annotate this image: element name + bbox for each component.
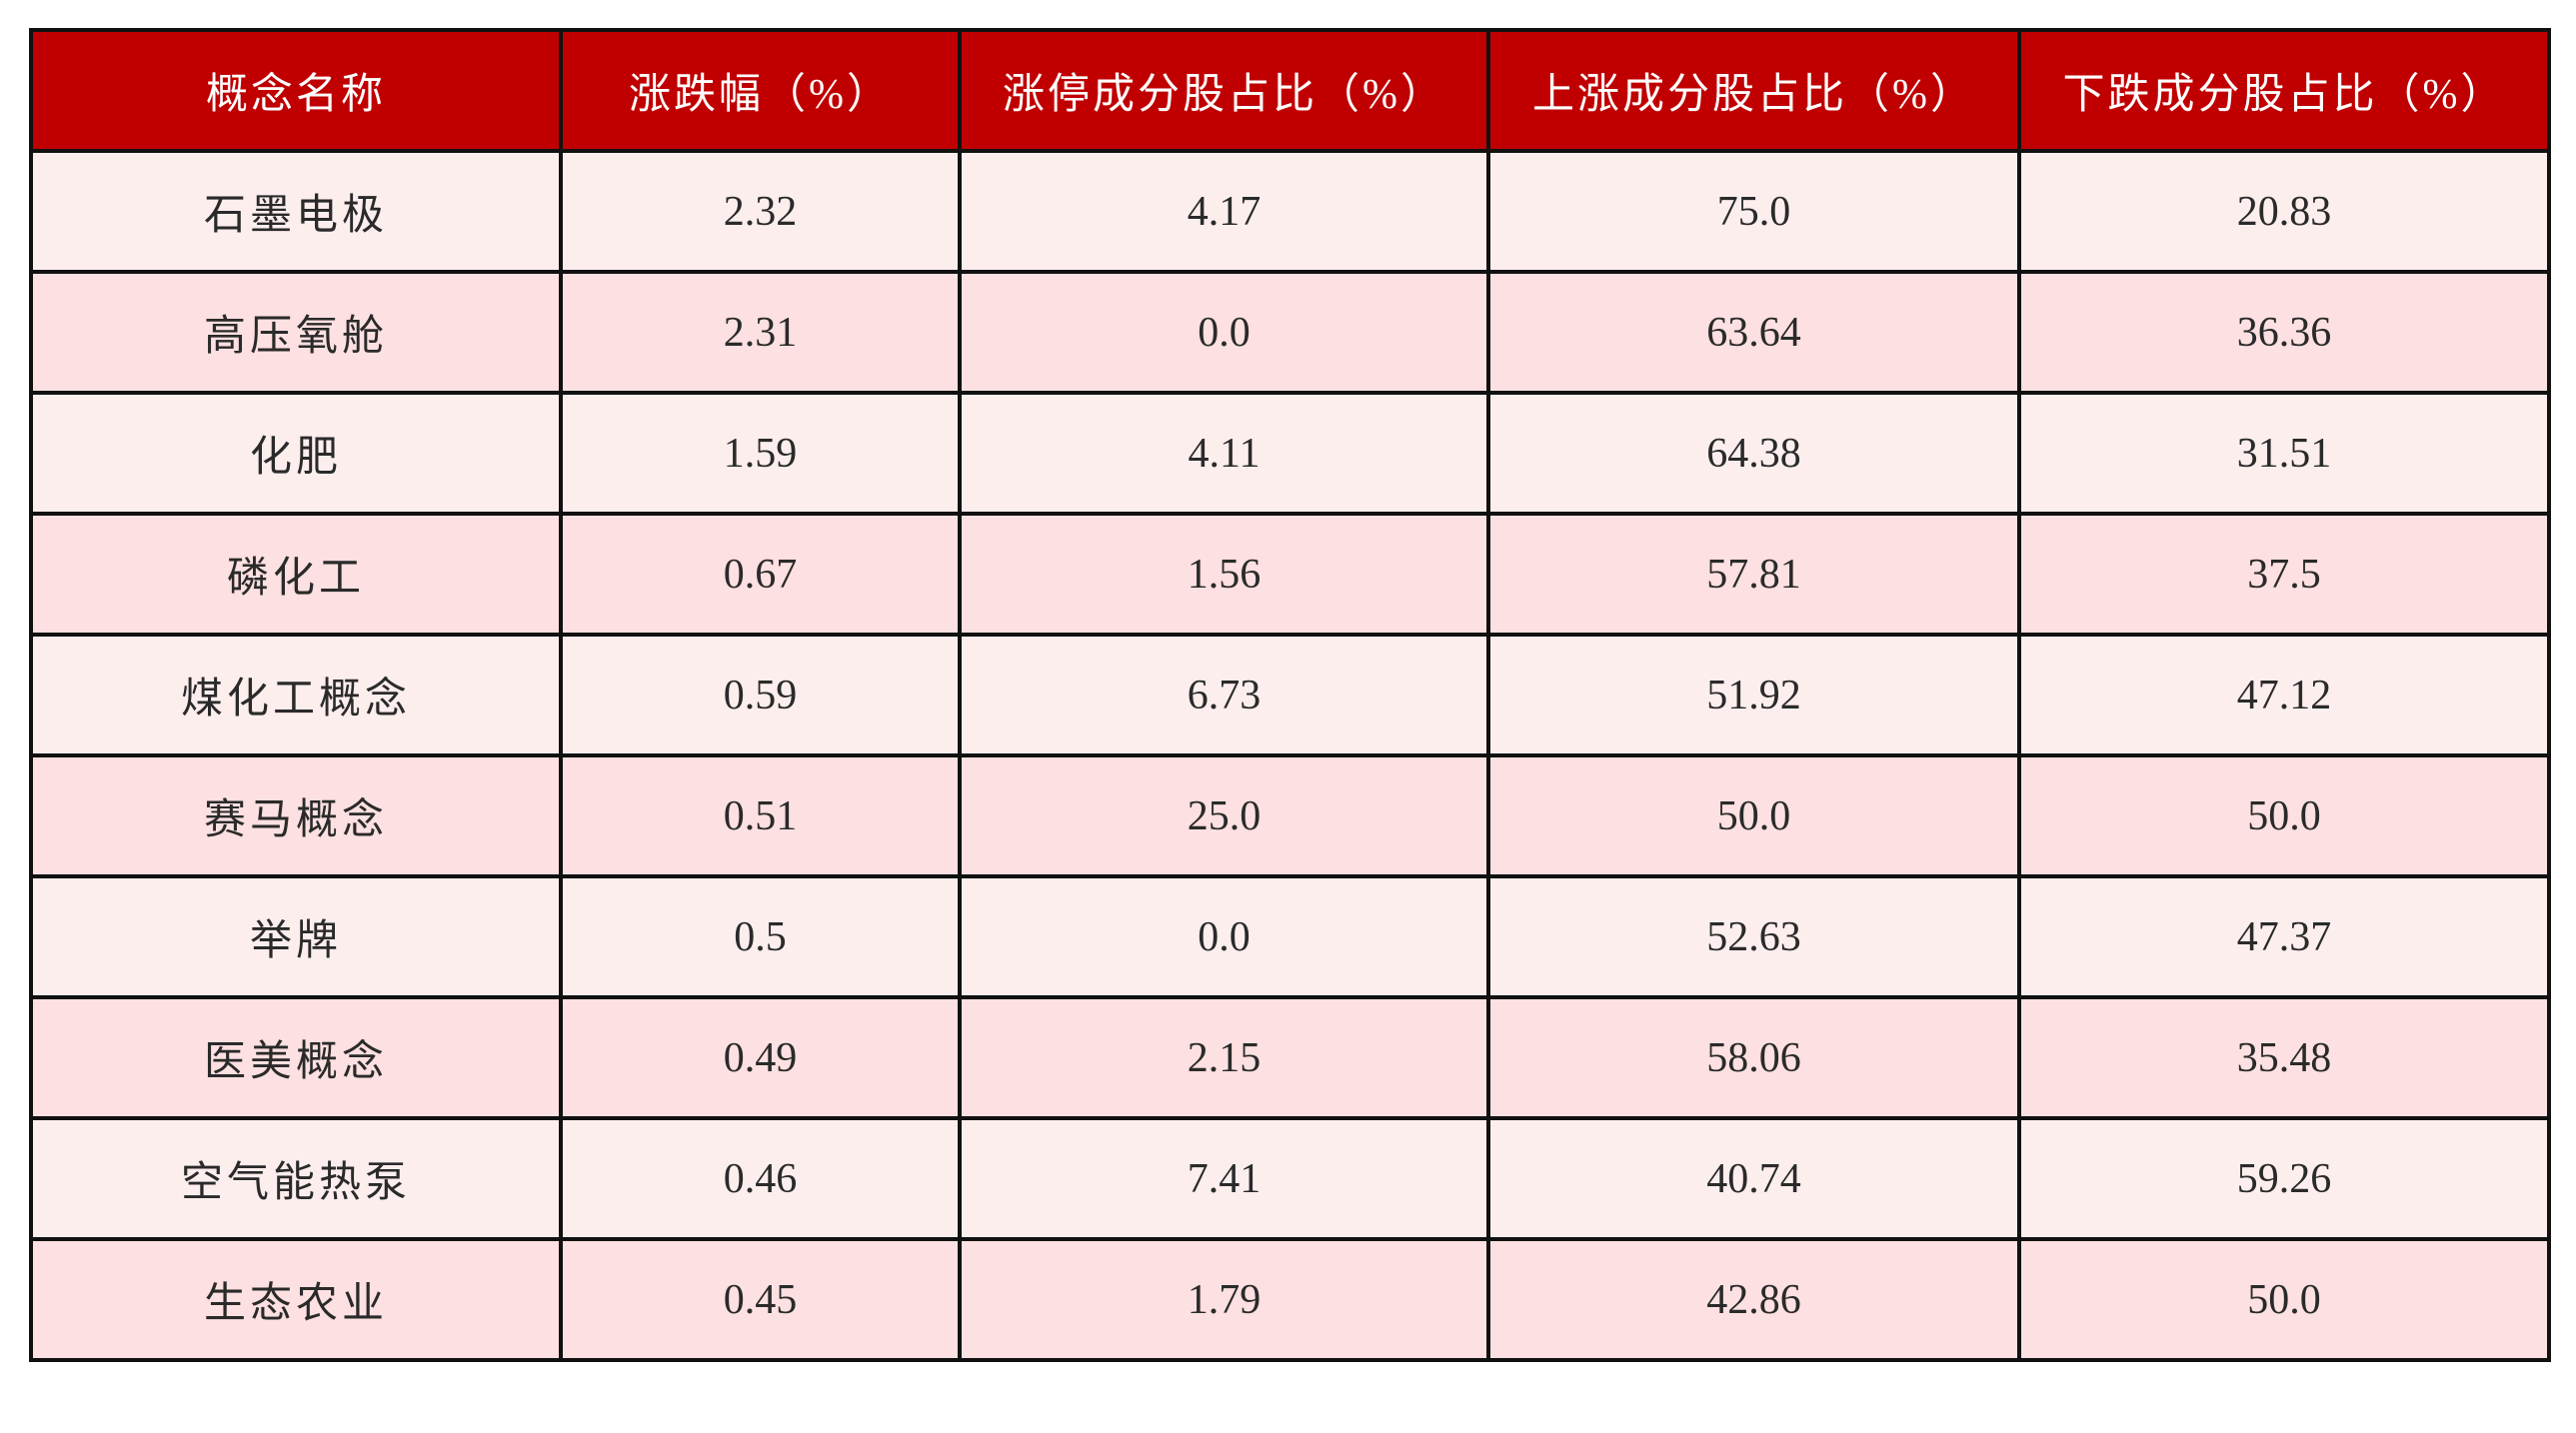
table-row: 医美概念 0.49 2.15 58.06 35.48 [29,995,2551,1120]
concept-name-cell: 磷化工 [29,512,563,637]
value-cell: 6.73 [958,633,1490,757]
value-cell: 40.74 [1486,1116,2021,1241]
concept-table: 概念名称 涨跌幅（%） 涨停成分股占比（%） 上涨成分股占比（%） 下跌成分股占比（%）… [29,28,2551,1362]
value-cell: 31.51 [2017,391,2551,516]
value-cell: 35.48 [2017,995,2551,1120]
concept-name-cell: 高压氧舱 [29,270,563,395]
value-cell: 36.36 [2017,270,2551,395]
value-cell: 0.5 [559,874,962,999]
value-cell: 75.0 [1486,149,2021,274]
value-cell: 37.5 [2017,512,2551,637]
value-cell: 0.67 [559,512,962,637]
table-row: 空气能热泵 0.46 7.41 40.74 59.26 [29,1116,2551,1241]
table-row: 生态农业 0.45 1.79 42.86 50.0 [29,1237,2551,1362]
concept-name-cell: 医美概念 [29,995,563,1120]
value-cell: 42.86 [1486,1237,2021,1362]
table-row: 高压氧舱 2.31 0.0 63.64 36.36 [29,270,2551,395]
concept-name-cell: 石墨电极 [29,149,563,274]
value-cell: 0.59 [559,633,962,757]
value-cell: 2.15 [958,995,1490,1120]
value-cell: 2.31 [559,270,962,395]
value-cell: 50.0 [2017,753,2551,878]
value-cell: 0.51 [559,753,962,878]
value-cell: 59.26 [2017,1116,2551,1241]
column-header: 概念名称 [29,28,563,153]
value-cell: 57.81 [1486,512,2021,637]
concept-name-cell: 化肥 [29,391,563,516]
value-cell: 58.06 [1486,995,2021,1120]
value-cell: 51.92 [1486,633,2021,757]
value-cell: 0.46 [559,1116,962,1241]
table-row: 举牌 0.5 0.0 52.63 47.37 [29,874,2551,999]
value-cell: 0.0 [958,874,1490,999]
column-header: 下跌成分股占比（%） [2017,28,2551,153]
table-row: 赛马概念 0.51 25.0 50.0 50.0 [29,753,2551,878]
value-cell: 7.41 [958,1116,1490,1241]
value-cell: 50.0 [2017,1237,2551,1362]
column-header: 涨停成分股占比（%） [958,28,1490,153]
concept-name-cell: 赛马概念 [29,753,563,878]
table-row: 石墨电极 2.32 4.17 75.0 20.83 [29,149,2551,274]
value-cell: 50.0 [1486,753,2021,878]
value-cell: 1.79 [958,1237,1490,1362]
header-row: 概念名称 涨跌幅（%） 涨停成分股占比（%） 上涨成分股占比（%） 下跌成分股占比（%） [29,28,2551,153]
column-header: 涨跌幅（%） [559,28,962,153]
value-cell: 63.64 [1486,270,2021,395]
value-cell: 0.49 [559,995,962,1120]
value-cell: 47.37 [2017,874,2551,999]
table-row: 煤化工概念 0.59 6.73 51.92 47.12 [29,633,2551,757]
concept-name-cell: 生态农业 [29,1237,563,1362]
column-header: 上涨成分股占比（%） [1486,28,2021,153]
value-cell: 2.32 [559,149,962,274]
value-cell: 0.45 [559,1237,962,1362]
value-cell: 25.0 [958,753,1490,878]
table-row: 化肥 1.59 4.11 64.38 31.51 [29,391,2551,516]
table-row: 磷化工 0.67 1.56 57.81 37.5 [29,512,2551,637]
value-cell: 47.12 [2017,633,2551,757]
value-cell: 1.56 [958,512,1490,637]
value-cell: 4.17 [958,149,1490,274]
concept-name-cell: 煤化工概念 [29,633,563,757]
value-cell: 0.0 [958,270,1490,395]
value-cell: 52.63 [1486,874,2021,999]
value-cell: 64.38 [1486,391,2021,516]
concept-name-cell: 空气能热泵 [29,1116,563,1241]
value-cell: 4.11 [958,391,1490,516]
concept-name-cell: 举牌 [29,874,563,999]
value-cell: 20.83 [2017,149,2551,274]
value-cell: 1.59 [559,391,962,516]
